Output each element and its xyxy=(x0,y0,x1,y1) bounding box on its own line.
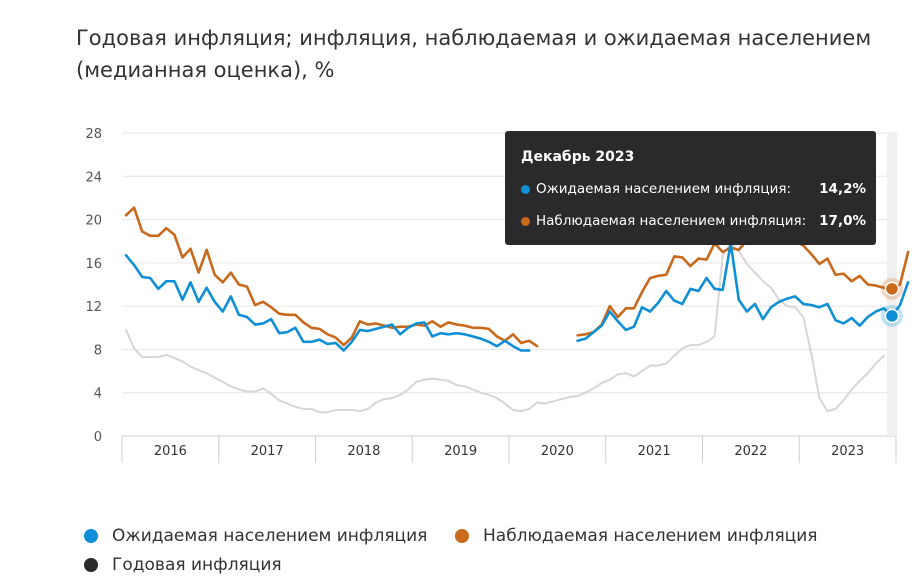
x-tick-2023: 2023 xyxy=(831,444,864,459)
legend-dot-annual xyxy=(84,558,98,572)
y-tick-16: 16 xyxy=(85,257,102,272)
legend-label-expected: Ожидаемая населением инфляция xyxy=(112,526,428,546)
tooltip-value-expected: 14,2% xyxy=(819,181,866,197)
y-tick-24: 24 xyxy=(85,170,102,185)
legend-item-observed[interactable]: Наблюдаемая населением инфляция xyxy=(455,526,818,546)
tooltip-dot-expected xyxy=(521,184,530,194)
tooltip-label-observed: Наблюдаемая населением инфляция: xyxy=(536,213,807,229)
series-line-annual xyxy=(125,242,885,414)
y-tick-20: 20 xyxy=(85,214,102,229)
chart-title: Годовая инфляция; инфляция, наблюдаемая … xyxy=(76,26,872,82)
x-tick-2020: 2020 xyxy=(541,444,574,459)
y-tick-4: 4 xyxy=(94,387,102,402)
x-tick-2017: 2017 xyxy=(251,444,284,459)
y-tick-8: 8 xyxy=(94,343,102,358)
y-tick-0: 0 xyxy=(94,430,102,445)
series-line-observed xyxy=(124,206,910,348)
legend-dot-expected xyxy=(84,529,98,543)
legend-label-annual: Годовая инфляция xyxy=(112,555,282,575)
tooltip-title: Декабрь 2023 xyxy=(521,149,635,165)
legend-dot-observed xyxy=(455,529,469,543)
series-layer xyxy=(124,206,910,414)
x-tick-2021: 2021 xyxy=(638,444,671,459)
chart-tooltip: Декабрь 2023 Ожидаемая населением инфляц… xyxy=(505,131,876,245)
legend-item-annual[interactable]: Годовая инфляция xyxy=(84,555,282,575)
legend-item-expected[interactable]: Ожидаемая населением инфляция xyxy=(84,526,427,546)
tooltip-row-observed: Наблюдаемая населением инфляция: 17,0% xyxy=(521,213,866,229)
y-tick-28: 28 xyxy=(85,127,102,142)
series-line-expected xyxy=(124,242,910,352)
tooltip-row-expected: Ожидаемая населением инфляция: 14,2% xyxy=(521,181,866,197)
tooltip-dot-observed xyxy=(521,216,530,226)
marker-point-observed[interactable] xyxy=(884,281,900,297)
x-tick-2019: 2019 xyxy=(444,444,477,459)
tooltip-label-expected: Ожидаемая населением инфляция: xyxy=(536,181,792,197)
y-tick-12: 12 xyxy=(85,300,102,315)
x-tick-2022: 2022 xyxy=(734,444,767,459)
marker-point-expected[interactable] xyxy=(884,308,900,324)
x-axis: 2016 2017 2018 2019 2020 2021 2022 2023 xyxy=(121,435,897,463)
x-tick-2016: 2016 xyxy=(154,444,187,459)
x-tick-2018: 2018 xyxy=(347,444,380,459)
tooltip-value-observed: 17,0% xyxy=(819,213,866,229)
markers-layer xyxy=(880,277,903,327)
legend-label-observed: Наблюдаемая населением инфляция xyxy=(483,526,818,546)
